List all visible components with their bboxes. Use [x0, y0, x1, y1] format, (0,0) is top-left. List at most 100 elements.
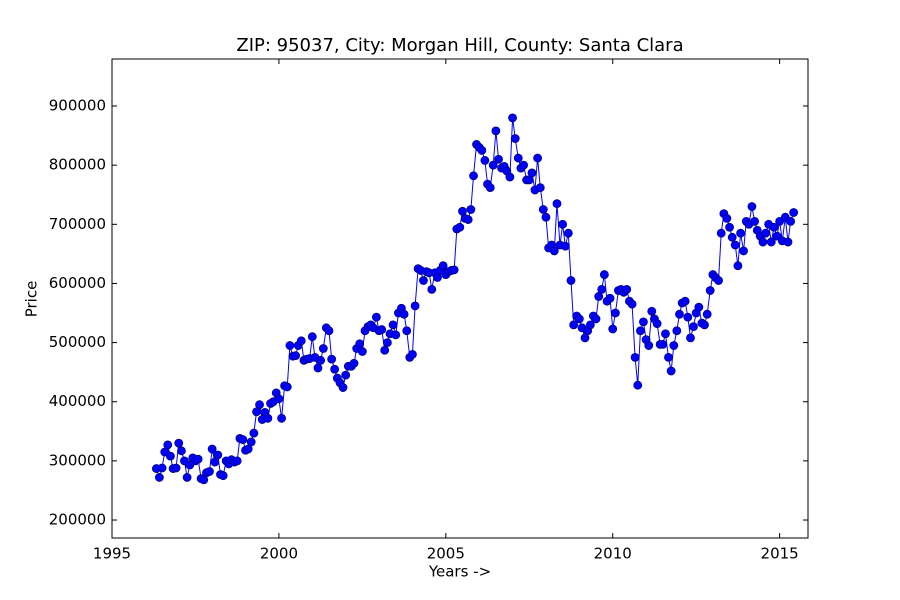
marker [171, 463, 181, 473]
marker [508, 113, 517, 123]
marker [391, 330, 401, 340]
marker [182, 473, 192, 482]
marker [338, 383, 348, 392]
marker [291, 351, 300, 361]
marker [789, 208, 799, 217]
marker [282, 382, 292, 392]
marker [410, 301, 420, 311]
y-tick-label: 700000 [49, 215, 106, 233]
marker [694, 302, 704, 312]
marker [449, 265, 459, 275]
marker [639, 317, 648, 327]
marker [563, 228, 573, 238]
y-tick-label: 300000 [49, 451, 106, 469]
marker [193, 454, 203, 464]
x-axis-label: Years -> [428, 563, 491, 581]
marker [644, 341, 654, 350]
marker [716, 228, 726, 238]
marker [664, 352, 673, 362]
y-tick-label: 500000 [49, 333, 106, 351]
marker [408, 350, 417, 359]
marker [769, 222, 779, 232]
marker [669, 341, 679, 350]
marker [463, 215, 473, 224]
marker [330, 364, 340, 374]
marker [560, 241, 570, 251]
marker [680, 296, 690, 306]
marker [610, 308, 620, 318]
marker [357, 347, 367, 356]
marker [455, 222, 465, 232]
marker [377, 325, 387, 334]
marker [419, 276, 428, 285]
x-tick-label: 2015 [761, 545, 799, 563]
marker [766, 237, 776, 247]
marker [285, 341, 295, 350]
marker [402, 326, 412, 336]
marker [652, 319, 662, 329]
marker [466, 205, 476, 214]
marker [207, 444, 217, 454]
marker [700, 320, 709, 330]
marker [318, 344, 328, 353]
marker [355, 339, 365, 349]
marker [324, 326, 334, 336]
marker [608, 324, 618, 334]
marker [477, 145, 487, 155]
y-tick-label: 200000 [49, 511, 106, 529]
marker [163, 440, 173, 450]
marker [675, 309, 684, 319]
marker [527, 168, 537, 178]
marker [585, 320, 595, 330]
marker [382, 338, 392, 347]
marker [566, 276, 576, 285]
marker [622, 284, 632, 294]
marker [277, 413, 286, 423]
marker [296, 336, 306, 346]
marker [157, 463, 167, 473]
y-tick-label: 800000 [49, 156, 106, 174]
y-tick-label: 900000 [49, 97, 106, 115]
marker [686, 333, 695, 343]
marker [630, 352, 640, 362]
marker [597, 284, 607, 294]
marker [174, 438, 184, 448]
marker [371, 312, 381, 322]
marker [380, 345, 390, 355]
x-tick-label: 2010 [594, 545, 632, 563]
marker [232, 456, 242, 466]
marker [255, 400, 264, 410]
marker [569, 320, 579, 330]
marker [661, 329, 670, 339]
marker [513, 153, 523, 163]
marker [541, 212, 551, 222]
marker [714, 276, 723, 285]
marker [505, 172, 515, 182]
marker [633, 380, 643, 390]
marker [672, 326, 682, 336]
marker [166, 451, 175, 461]
marker [702, 309, 712, 319]
marker [758, 237, 768, 247]
marker [761, 228, 771, 238]
marker [438, 261, 448, 271]
marker [725, 222, 734, 232]
marker [722, 213, 732, 223]
marker [155, 473, 164, 482]
marker [316, 355, 326, 365]
marker [218, 471, 228, 481]
marker [549, 246, 559, 256]
marker [558, 219, 568, 229]
marker [341, 370, 351, 380]
marker [730, 240, 740, 250]
marker [533, 153, 543, 163]
marker [538, 205, 548, 214]
marker [727, 232, 737, 242]
marker [205, 467, 214, 476]
marker [786, 216, 796, 226]
marker [683, 312, 693, 322]
marker [574, 314, 584, 324]
marker [783, 237, 793, 247]
marker [249, 428, 259, 438]
